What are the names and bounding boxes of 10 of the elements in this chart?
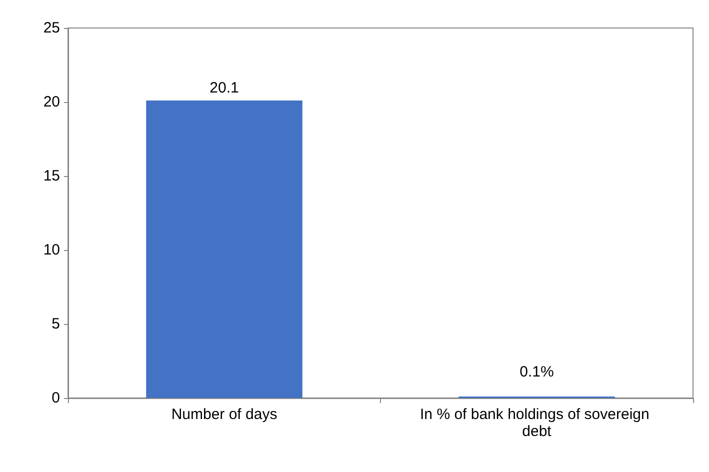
data-label: 0.1%: [520, 364, 554, 381]
y-tick-label: 20: [43, 94, 60, 110]
x-tick-label: In % of bank holdings of sovereign debt: [420, 406, 654, 440]
y-tick-label: 10: [43, 242, 60, 258]
x-tick-label: Number of days: [171, 406, 278, 423]
y-tick-label: 15: [43, 168, 60, 184]
y-tick-label: 0: [52, 390, 60, 406]
y-tick-label: 25: [43, 20, 60, 36]
data-label: 20.1: [210, 80, 239, 97]
y-tick-label: 5: [52, 316, 60, 332]
